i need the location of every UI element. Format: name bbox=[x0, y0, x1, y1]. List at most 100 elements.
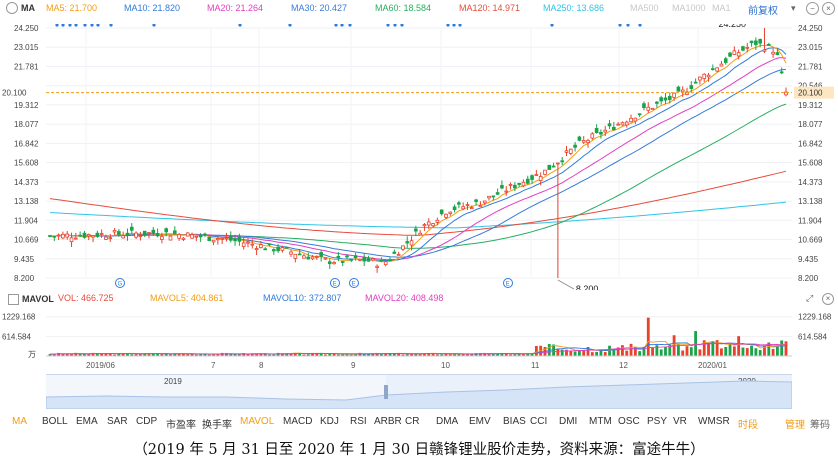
volume-bar[interactable] bbox=[689, 347, 693, 356]
candle-body[interactable] bbox=[228, 235, 233, 241]
candle-body[interactable] bbox=[616, 123, 620, 126]
volume-bar[interactable] bbox=[530, 353, 534, 356]
volume-bar[interactable] bbox=[659, 349, 663, 356]
indicator-tab[interactable]: MTM bbox=[589, 416, 612, 427]
candle-body[interactable] bbox=[112, 230, 117, 233]
volume-bar[interactable] bbox=[418, 353, 422, 356]
candle-body[interactable] bbox=[521, 181, 526, 187]
volume-bar[interactable] bbox=[108, 353, 112, 356]
volume-bar[interactable] bbox=[655, 345, 659, 356]
candle-body[interactable] bbox=[461, 206, 466, 210]
news-dot-icon[interactable] bbox=[61, 24, 65, 27]
volume-bar[interactable] bbox=[651, 347, 654, 356]
volume-bar[interactable] bbox=[720, 348, 723, 356]
volume-bar[interactable] bbox=[138, 354, 142, 356]
volume-bar[interactable] bbox=[194, 354, 198, 356]
volume-bar[interactable] bbox=[78, 353, 82, 356]
candle-body[interactable] bbox=[198, 234, 203, 238]
indicator-tab[interactable]: BOLL bbox=[42, 416, 68, 427]
volume-bar[interactable] bbox=[741, 347, 745, 356]
candle-body[interactable] bbox=[711, 68, 715, 71]
candle-body[interactable] bbox=[99, 233, 104, 235]
candle-body[interactable] bbox=[556, 162, 560, 165]
candle-body[interactable] bbox=[233, 238, 237, 242]
candle-body[interactable] bbox=[327, 261, 332, 265]
candle-body[interactable] bbox=[246, 241, 250, 244]
indicator-tab[interactable]: CDP bbox=[136, 416, 158, 427]
volume-bar[interactable] bbox=[61, 353, 65, 356]
candle-body[interactable] bbox=[82, 232, 87, 238]
volume-bar[interactable] bbox=[599, 349, 603, 356]
volume-bar[interactable] bbox=[767, 342, 771, 356]
volume-bar[interactable] bbox=[212, 353, 215, 356]
volume-bar[interactable] bbox=[380, 354, 383, 356]
volume-bar[interactable] bbox=[354, 353, 358, 356]
candle-body[interactable] bbox=[203, 233, 207, 236]
volume-bar[interactable] bbox=[293, 352, 297, 356]
indicator-tab[interactable]: EMV bbox=[469, 416, 491, 427]
candle-body[interactable] bbox=[383, 261, 388, 266]
volume-bar[interactable] bbox=[737, 336, 741, 356]
volume-bar[interactable] bbox=[483, 352, 487, 356]
candle-body[interactable] bbox=[607, 123, 612, 127]
candle-body[interactable] bbox=[431, 223, 435, 227]
volume-bar[interactable] bbox=[95, 353, 99, 356]
volume-bar[interactable] bbox=[466, 354, 469, 356]
candle-body[interactable] bbox=[642, 103, 646, 108]
volume-bar[interactable] bbox=[156, 354, 160, 356]
volume-bar[interactable] bbox=[83, 353, 86, 356]
candle-body[interactable] bbox=[487, 195, 491, 199]
candle-body[interactable] bbox=[414, 228, 418, 232]
volume-bar[interactable] bbox=[435, 354, 439, 356]
volume-bar[interactable] bbox=[698, 349, 702, 356]
indicator-tab[interactable]: MACD bbox=[283, 416, 313, 427]
news-dot-icon[interactable] bbox=[109, 24, 113, 27]
candle-body[interactable] bbox=[629, 117, 633, 123]
volume-bar[interactable] bbox=[182, 353, 185, 356]
candle-body[interactable] bbox=[379, 259, 384, 262]
volume-bar[interactable] bbox=[298, 352, 302, 356]
navigator-handle[interactable] bbox=[384, 385, 388, 399]
candle-body[interactable] bbox=[685, 91, 689, 95]
volume-bar[interactable] bbox=[414, 353, 418, 356]
candle-body[interactable] bbox=[216, 238, 220, 241]
candle-body[interactable] bbox=[538, 176, 543, 182]
candle-body[interactable] bbox=[543, 169, 547, 175]
volume-bar[interactable] bbox=[487, 354, 491, 356]
candle-body[interactable] bbox=[138, 235, 143, 238]
volume-bar[interactable] bbox=[121, 353, 125, 356]
candle-body[interactable] bbox=[667, 95, 672, 100]
indicator-tab[interactable]: 时段 bbox=[738, 420, 758, 431]
candle-body[interactable] bbox=[663, 97, 668, 101]
candle-body[interactable] bbox=[754, 40, 758, 45]
close-icon[interactable]: × bbox=[822, 2, 835, 15]
indicator-tab[interactable]: BIAS bbox=[503, 416, 526, 427]
candle-body[interactable] bbox=[310, 256, 315, 260]
volume-bar[interactable] bbox=[126, 353, 129, 356]
candle-body[interactable] bbox=[224, 237, 229, 240]
volume-bar[interactable] bbox=[306, 354, 310, 356]
indicator-tab[interactable]: EMA bbox=[76, 416, 98, 427]
candle-body[interactable] bbox=[267, 243, 272, 246]
volume-bar[interactable] bbox=[448, 354, 452, 356]
volume-bar[interactable] bbox=[453, 353, 456, 356]
candle-body[interactable] bbox=[655, 101, 659, 104]
news-dot-icon[interactable] bbox=[386, 24, 390, 27]
candle-body[interactable] bbox=[104, 236, 108, 240]
volume-bar[interactable] bbox=[384, 353, 388, 356]
volume-bar[interactable] bbox=[70, 354, 73, 356]
news-dot-icon[interactable] bbox=[288, 24, 292, 27]
volume-bar[interactable] bbox=[560, 349, 564, 356]
volume-bar[interactable] bbox=[504, 353, 508, 356]
candle-body[interactable] bbox=[676, 86, 681, 92]
candle-body[interactable] bbox=[56, 234, 61, 237]
candle-body[interactable] bbox=[766, 44, 771, 46]
candle-body[interactable] bbox=[736, 52, 741, 57]
volume-bar[interactable] bbox=[427, 352, 431, 356]
news-dot-icon[interactable] bbox=[68, 24, 72, 27]
settings-icon[interactable] bbox=[8, 294, 19, 305]
candle-body[interactable] bbox=[784, 91, 788, 96]
candle-body[interactable] bbox=[534, 174, 539, 176]
candle-body[interactable] bbox=[513, 184, 517, 189]
volume-bar[interactable] bbox=[216, 354, 220, 356]
